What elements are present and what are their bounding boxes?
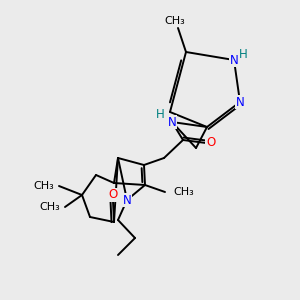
Text: H: H <box>238 49 247 62</box>
Text: CH₃: CH₃ <box>173 187 194 197</box>
Text: CH₃: CH₃ <box>39 202 60 212</box>
Text: N: N <box>123 194 131 206</box>
Text: N: N <box>230 53 238 67</box>
Text: N: N <box>168 116 176 128</box>
Text: CH₃: CH₃ <box>165 16 185 26</box>
Text: O: O <box>206 136 216 149</box>
Text: CH₃: CH₃ <box>33 181 54 191</box>
Text: O: O <box>108 188 118 202</box>
Text: N: N <box>236 95 244 109</box>
Text: H: H <box>156 107 164 121</box>
